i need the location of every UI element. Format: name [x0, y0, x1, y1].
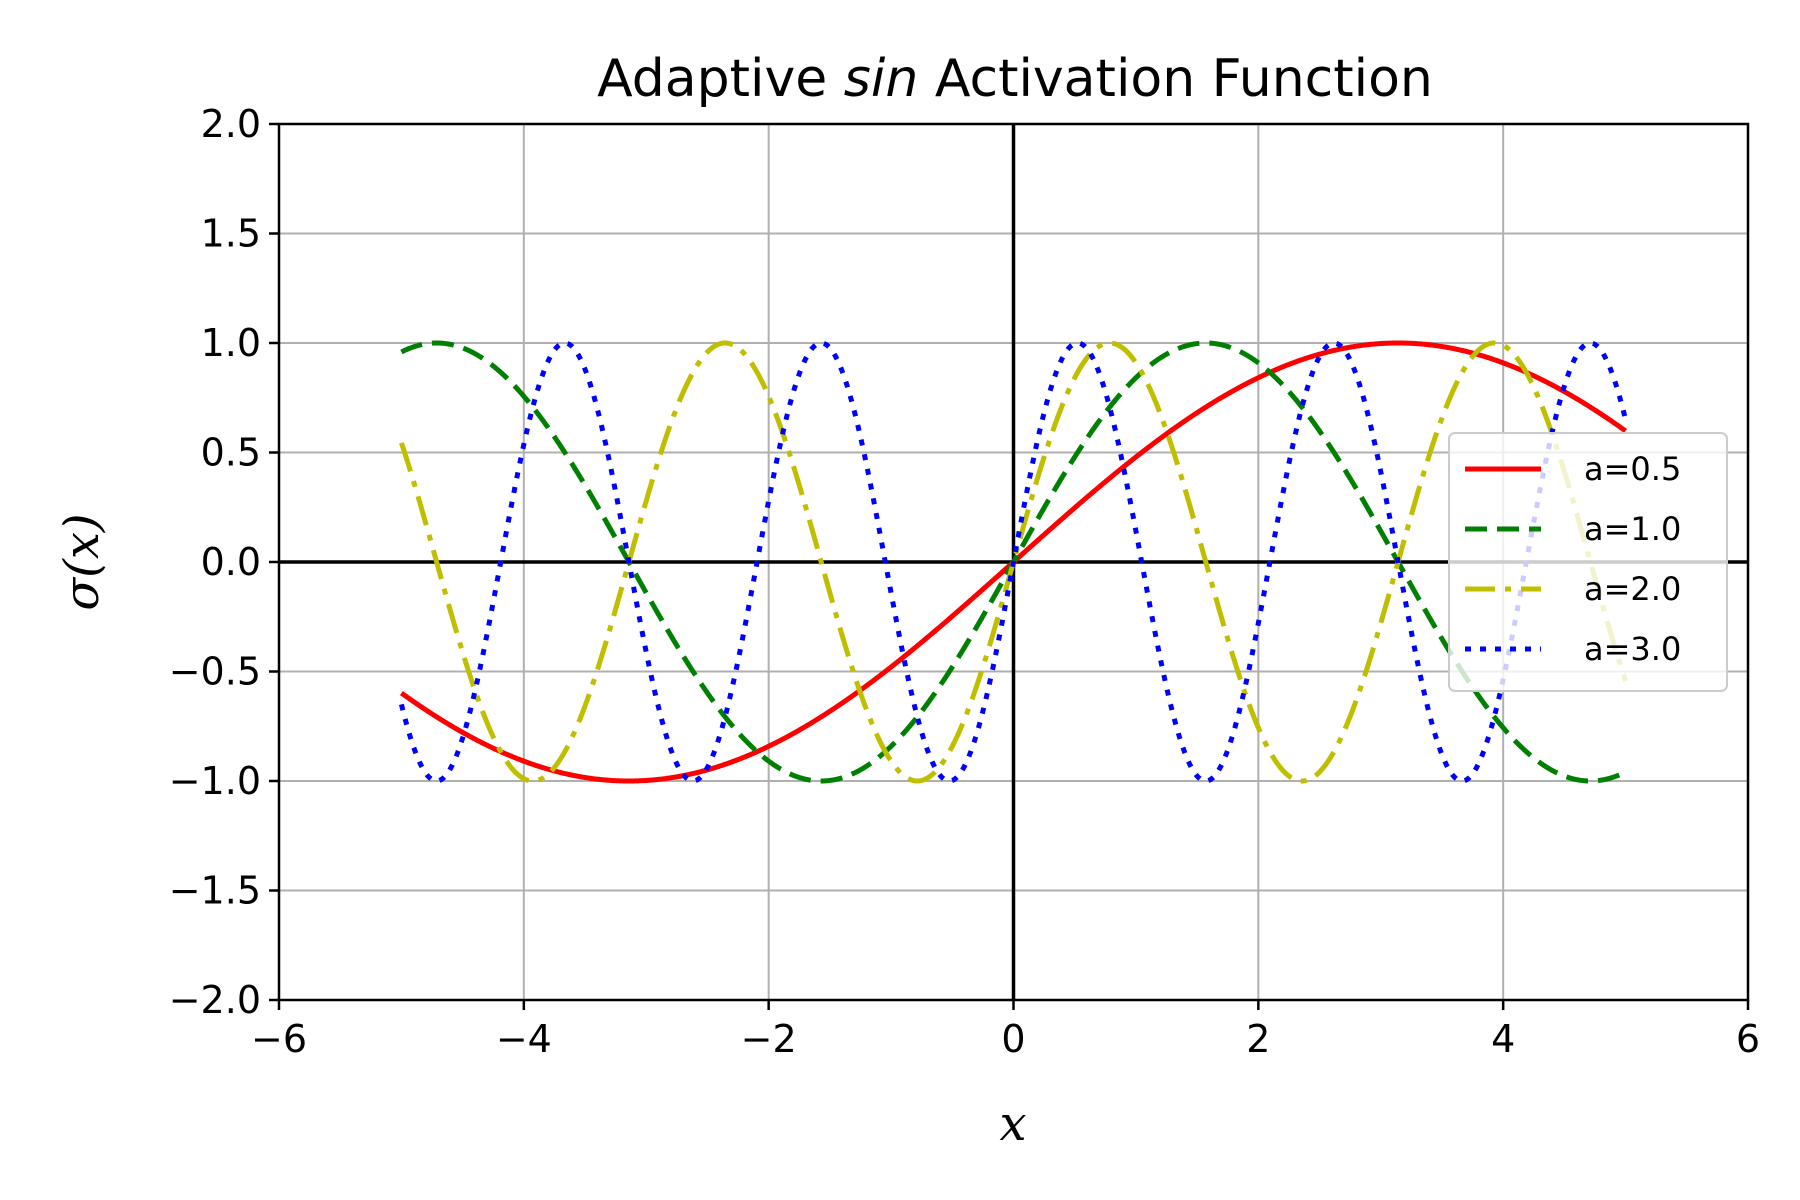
y-ticks: −2.0 −1.5 −1.0 −0.5 0.0 0.5 1.0 1.5 2.0 [169, 102, 279, 1022]
y-axis-label: σ(x) [54, 513, 110, 610]
x-ticks: −6 −4 −2 0 2 4 6 [251, 1000, 1760, 1061]
y-tick-label: −2.0 [169, 978, 261, 1022]
x-tick-label: 2 [1246, 1017, 1270, 1061]
x-tick-label: 4 [1491, 1017, 1515, 1061]
legend: a=0.5 a=1.0 a=2.0 a=3.0 [1448, 432, 1728, 692]
y-tick-label: −0.5 [169, 650, 261, 694]
series-line-3 [399, 340, 1628, 784]
y-tick-label: −1.0 [169, 759, 261, 803]
legend-label-2: a=1.0 [1584, 510, 1681, 548]
y-tick-label: 1.5 [201, 212, 261, 256]
x-tick-label: −6 [251, 1017, 307, 1061]
y-tick-label: 0.5 [201, 431, 261, 475]
series-lines [398, 340, 1629, 784]
x-tick-label: 6 [1736, 1017, 1760, 1061]
x-tick-label: −4 [496, 1017, 552, 1061]
x-tick-label: −2 [741, 1017, 797, 1061]
legend-box [1448, 432, 1728, 692]
y-tick-label: 1.0 [201, 321, 261, 365]
series-line-4 [398, 340, 1629, 784]
y-tick-label: −1.5 [169, 869, 261, 913]
y-tick-label: 0.0 [201, 540, 261, 584]
legend-label-4: a=3.0 [1584, 630, 1681, 668]
chart-title: Adaptive sin Activation Function [597, 49, 1433, 109]
y-tick-label: 2.0 [201, 102, 261, 146]
x-tick-label: 0 [1001, 1017, 1025, 1061]
legend-label-3: a=2.0 [1584, 570, 1681, 608]
legend-label-1: a=0.5 [1584, 450, 1681, 488]
x-axis-label: x [999, 1096, 1026, 1152]
